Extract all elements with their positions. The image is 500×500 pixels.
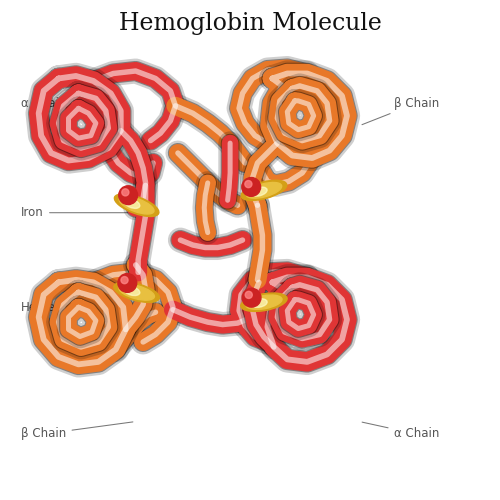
- Ellipse shape: [241, 180, 286, 201]
- Circle shape: [121, 276, 128, 283]
- Ellipse shape: [251, 298, 267, 308]
- Circle shape: [118, 274, 137, 292]
- Ellipse shape: [114, 282, 160, 302]
- Circle shape: [245, 180, 252, 188]
- Ellipse shape: [240, 293, 287, 312]
- Text: Hemoglobin Molecule: Hemoglobin Molecule: [118, 12, 382, 36]
- Circle shape: [245, 292, 252, 298]
- Ellipse shape: [246, 182, 282, 198]
- Circle shape: [242, 178, 260, 197]
- Circle shape: [122, 189, 129, 196]
- Text: Iron: Iron: [22, 206, 146, 219]
- Text: β Chain: β Chain: [362, 97, 439, 124]
- Ellipse shape: [251, 187, 267, 196]
- Text: β Chain: β Chain: [22, 422, 133, 440]
- Text: α Chain: α Chain: [362, 422, 439, 440]
- Text: α Chain: α Chain: [22, 97, 126, 125]
- Ellipse shape: [120, 196, 154, 214]
- Ellipse shape: [114, 194, 159, 216]
- Ellipse shape: [246, 295, 282, 310]
- Ellipse shape: [119, 284, 154, 300]
- Circle shape: [119, 186, 138, 204]
- Circle shape: [242, 288, 261, 307]
- Ellipse shape: [124, 286, 140, 296]
- Text: Heme: Heme: [22, 300, 141, 314]
- Ellipse shape: [124, 198, 140, 208]
